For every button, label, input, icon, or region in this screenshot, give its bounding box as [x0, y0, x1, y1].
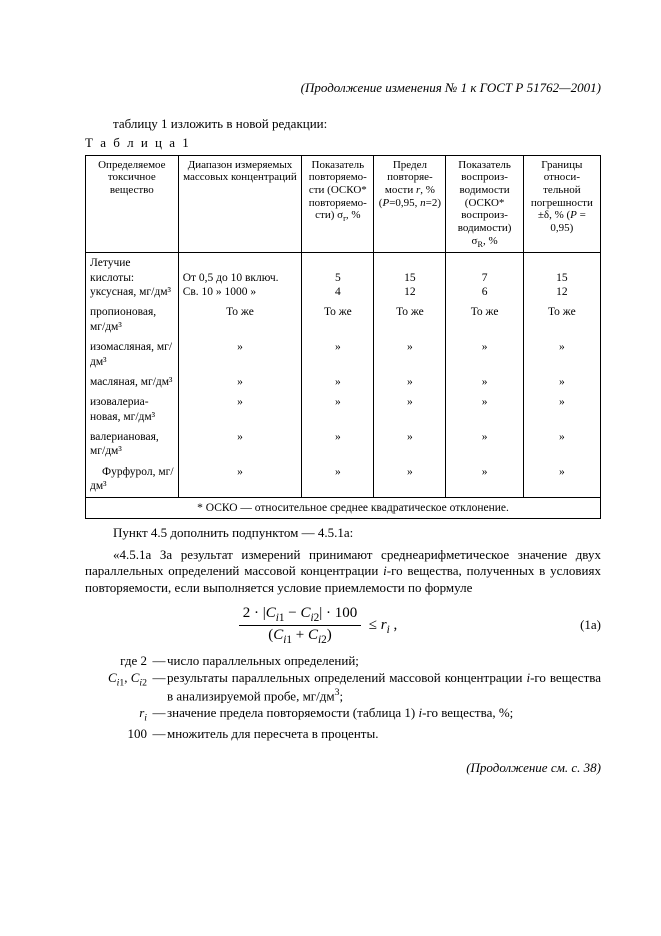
cell: »: [446, 372, 523, 392]
cell: Фурфу­рол, мг/дм³: [86, 462, 179, 497]
cell: »: [302, 427, 374, 462]
substance-label: уксусная, мг/дм³: [90, 286, 171, 298]
cell: То же: [446, 302, 523, 337]
definitions-block: где 2 — число параллельных определений; …: [85, 653, 601, 742]
cell: »: [523, 372, 600, 392]
cell: »: [302, 337, 374, 372]
intro-line: таблицу 1 изложить в новой редакции:: [85, 116, 601, 132]
definition-row: ri — значение предела повторяемости (таб…: [85, 705, 601, 725]
table-row: масляная, мг/дм³ » » » » »: [86, 372, 601, 392]
def-symbol: Ci1, Ci2: [85, 670, 151, 690]
cell: 15 12: [374, 253, 446, 303]
table-row: Фурфу­рол, мг/дм³ » » » » »: [86, 462, 601, 497]
cell: »: [178, 427, 302, 462]
cell: 5 4: [302, 253, 374, 303]
table-row: пропионо­вая, мг/дм³ То же То же То же Т…: [86, 302, 601, 337]
col-header: Диапазон измеряе­мых массовых концентрац…: [178, 155, 302, 253]
table-row: Летучие кислоты: уксусная, мг/дм³ От 0,5…: [86, 253, 601, 303]
cell: »: [523, 427, 600, 462]
cell: »: [302, 462, 374, 497]
cell: То же: [374, 302, 446, 337]
cell: »: [374, 462, 446, 497]
data-table: Определяемое токсичное вещество Диапазон…: [85, 155, 601, 519]
equation-number: (1а): [551, 617, 601, 633]
cell: От 0,5 до 10 включ. Св. 10 » 1000 »: [178, 253, 302, 303]
header-continuation: (Продолжение изменения № 1 к ГОСТ Р 5176…: [85, 80, 601, 96]
def-text: значение предела повторяемости (таблица …: [167, 705, 601, 721]
cell: »: [178, 372, 302, 392]
footnote-cell: * ОСКО — относительное среднее квадратич…: [86, 497, 601, 518]
definition-row: 100 — множитель для пересчета в проценты…: [85, 726, 601, 742]
cell: »: [446, 427, 523, 462]
def-text: число параллельных определений;: [167, 653, 601, 669]
table-row: изомасля­ная, мг/дм³ » » » » »: [86, 337, 601, 372]
table-row: изовалериа­новая, мг/дм³ » » » » »: [86, 392, 601, 427]
footer-continuation: (Продолжение см. с. 38): [85, 760, 601, 776]
def-symbol: ri: [85, 705, 151, 725]
cell: 7 6: [446, 253, 523, 303]
cell: »: [374, 427, 446, 462]
cell: изомасля­ная, мг/дм³: [86, 337, 179, 372]
formula-block: 2 · |Ci1 − Ci2| · 100 (Ci1 + Ci2) ≤ ri ,…: [85, 604, 601, 647]
cell: »: [178, 462, 302, 497]
cell: валериано­вая, мг/дм³: [86, 427, 179, 462]
cell: пропионо­вая, мг/дм³: [86, 302, 179, 337]
def-dash: —: [151, 705, 167, 721]
def-text: множитель для пересчета в проценты.: [167, 726, 601, 742]
cell: »: [523, 462, 600, 497]
cell: »: [446, 337, 523, 372]
def-dash: —: [151, 670, 167, 686]
table-label: Т а б л и ц а 1: [85, 135, 601, 151]
cell: »: [178, 392, 302, 427]
cell: »: [523, 392, 600, 427]
cell: То же: [178, 302, 302, 337]
cell: изовалериа­новая, мг/дм³: [86, 392, 179, 427]
cell: »: [446, 462, 523, 497]
cell: »: [178, 337, 302, 372]
cell: Летучие кислоты: уксусная, мг/дм³: [86, 253, 179, 303]
cell: »: [302, 392, 374, 427]
cell: »: [374, 337, 446, 372]
document-page: (Продолжение изменения № 1 к ГОСТ Р 5176…: [0, 0, 661, 816]
col-header: Предел повторяе­мости r, % (P=0,95, n=2): [374, 155, 446, 253]
definition-row: Ci1, Ci2 — результаты параллельных опред…: [85, 670, 601, 704]
cell: »: [523, 337, 600, 372]
def-text: результаты параллельных определений масс…: [167, 670, 601, 704]
cell: То же: [523, 302, 600, 337]
cell: масляная, мг/дм³: [86, 372, 179, 392]
cell: То же: [302, 302, 374, 337]
col-header: Показатель повторяемо­сти (ОСКО* повторя…: [302, 155, 374, 253]
cell: »: [302, 372, 374, 392]
section-label: Летучие кислоты:: [90, 257, 134, 283]
col-header: Границы относи­тельной погреш­ности ±δ, …: [523, 155, 600, 253]
col-header: Показа­тель воспроиз­водимости (ОСКО* во…: [446, 155, 523, 253]
table-footnote-row: * ОСКО — относительное среднее квадратич…: [86, 497, 601, 518]
def-symbol: где 2: [85, 653, 151, 669]
col-header: Определяемое токсичное вещество: [86, 155, 179, 253]
def-dash: —: [151, 653, 167, 669]
paragraph: Пункт 4.5 дополнить подпунктом — 4.5.1а:: [85, 525, 601, 541]
table-row: валериано­вая, мг/дм³ » » » » »: [86, 427, 601, 462]
table-header-row: Определяемое токсичное вещество Диапазон…: [86, 155, 601, 253]
paragraph: «4.5.1а За результат измерений принимают…: [85, 547, 601, 596]
cell: »: [446, 392, 523, 427]
cell: 15 12: [523, 253, 600, 303]
definition-row: где 2 — число параллельных определений;: [85, 653, 601, 669]
cell: »: [374, 372, 446, 392]
def-symbol: 100: [85, 726, 151, 742]
formula: 2 · |Ci1 − Ci2| · 100 (Ci1 + Ci2) ≤ ri ,: [85, 604, 551, 647]
cell: »: [374, 392, 446, 427]
def-dash: —: [151, 726, 167, 742]
